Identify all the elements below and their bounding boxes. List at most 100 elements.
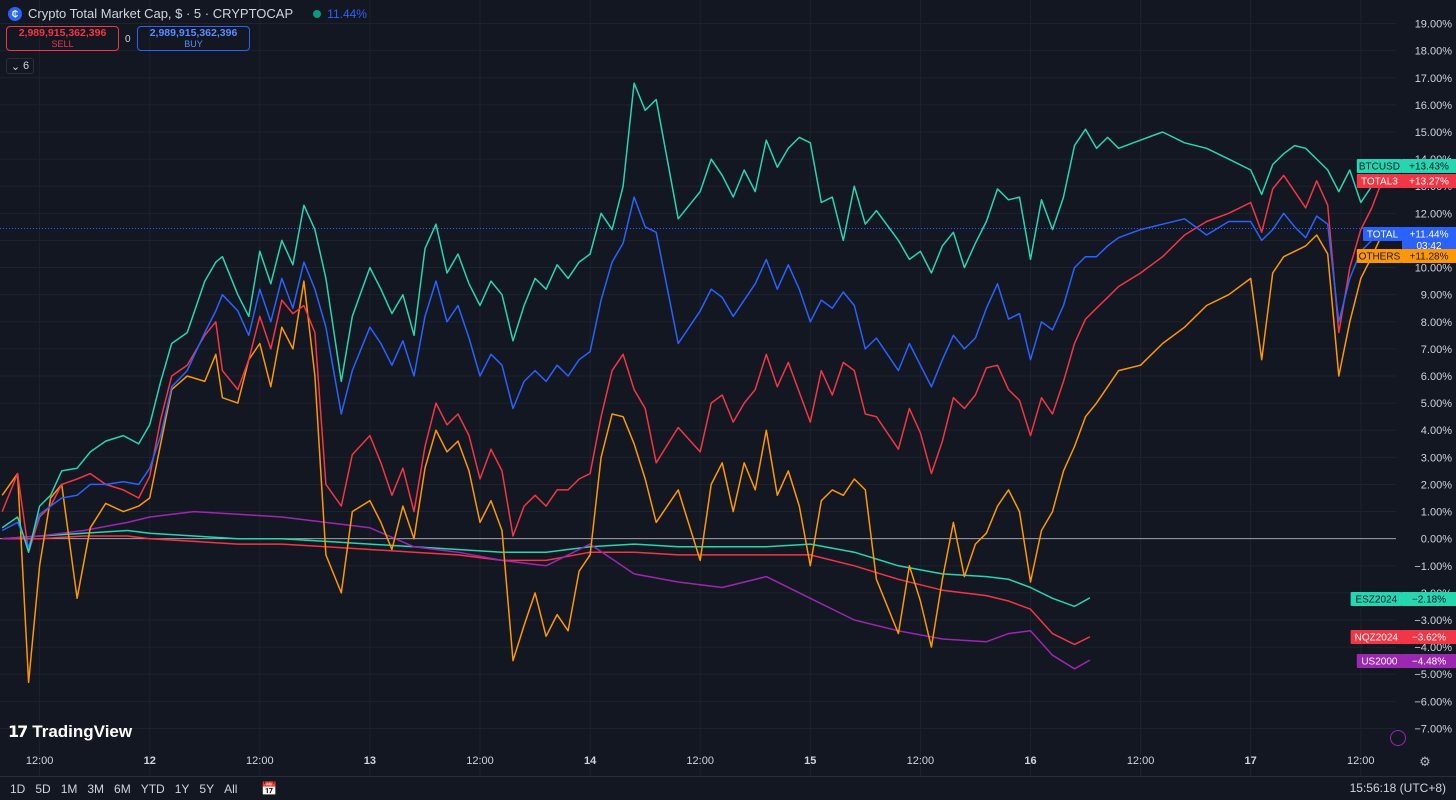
series-name-tag bbox=[1363, 227, 1402, 241]
timeframe-ytd[interactable]: YTD bbox=[140, 781, 165, 796]
series-value-tag bbox=[1402, 654, 1456, 668]
series-value-label: −2.18% bbox=[1412, 595, 1446, 606]
tradingview-logo[interactable]: 𝟭𝟳 TradingView bbox=[8, 722, 132, 742]
y-tick-label: 12.00% bbox=[1415, 208, 1453, 220]
x-axis: 12:00 12 12:00 13 12:00 14 12:00 15 12:00 16 12:00… bbox=[26, 755, 1375, 767]
series-line-us2000 bbox=[2, 510, 1091, 670]
series-name-label: BTCUSD bbox=[1359, 162, 1400, 173]
x-tick-label: 12:00 bbox=[686, 755, 714, 767]
series-value-label: +11.44% bbox=[1409, 230, 1448, 241]
x-tick-label: 15 bbox=[804, 755, 816, 767]
timeframe-1d[interactable]: 1D bbox=[10, 781, 26, 796]
series-name-label: ESZ2024 bbox=[1355, 595, 1397, 606]
header-change: 11.44% bbox=[327, 6, 367, 21]
timeframe-1y[interactable]: 1Y bbox=[174, 781, 190, 796]
series-value-tag bbox=[1402, 159, 1456, 173]
buy-button[interactable]: 2,989,915,362,396 BUY bbox=[137, 26, 250, 51]
series-name-tag bbox=[1356, 249, 1402, 263]
y-tick-label: 18.00% bbox=[1415, 46, 1453, 58]
y-tick-label: 8.00% bbox=[1421, 317, 1452, 329]
timeframe-6m[interactable]: 6M bbox=[114, 781, 131, 796]
x-tick-label: 12:00 bbox=[1347, 755, 1375, 767]
y-tick-label: −6.00% bbox=[1414, 696, 1452, 708]
series-name-label: TOTAL3 bbox=[1361, 177, 1398, 188]
x-tick-label: 13 bbox=[364, 755, 376, 767]
series-name-label: NQZ2024 bbox=[1355, 633, 1399, 644]
y-tick-label: 10.00% bbox=[1415, 263, 1453, 275]
series-value-label: −3.62% bbox=[1412, 633, 1446, 644]
series-value-tag bbox=[1402, 592, 1456, 606]
series-name-label: US2000 bbox=[1361, 657, 1398, 668]
buy-label: BUY bbox=[184, 38, 203, 49]
series-name-tag bbox=[1350, 630, 1402, 644]
timeframe-5d[interactable]: 5D bbox=[35, 781, 51, 796]
series-value-tag bbox=[1402, 174, 1456, 188]
x-tick-label: 12 bbox=[144, 755, 156, 767]
x-tick-label: 17 bbox=[1245, 755, 1257, 767]
y-tick-label: 5.00% bbox=[1421, 398, 1452, 410]
x-tick-label: 12:00 bbox=[1127, 755, 1155, 767]
y-tick-label: 6.00% bbox=[1421, 371, 1452, 383]
series-value-label: −4.48% bbox=[1412, 657, 1446, 668]
x-tick-label: 12:00 bbox=[26, 755, 54, 767]
series-value-tag bbox=[1402, 630, 1456, 644]
series-name-tag bbox=[1350, 592, 1402, 606]
series-value-label: +13.27% bbox=[1409, 177, 1449, 188]
y-tick-label: −1.00% bbox=[1414, 561, 1452, 573]
series-line-others bbox=[1, 232, 1384, 684]
y-tick-label: −4.00% bbox=[1414, 642, 1452, 654]
tradingview-mark-icon: 𝟭𝟳 bbox=[8, 724, 28, 741]
y-tick-label: −7.00% bbox=[1414, 723, 1452, 735]
series-name-tag bbox=[1356, 174, 1402, 188]
sell-label: SELL bbox=[51, 38, 74, 49]
spread-value: 0 bbox=[125, 34, 131, 45]
y-tick-label: 9.00% bbox=[1421, 290, 1452, 302]
series-value-label: +11.28% bbox=[1409, 252, 1448, 263]
series-time-label: 03:42 bbox=[1416, 241, 1441, 252]
y-tick-label: 0.00% bbox=[1421, 534, 1452, 546]
series-name-tag bbox=[1356, 159, 1402, 173]
timeframe-all[interactable]: All bbox=[224, 781, 238, 796]
series-lines bbox=[1, 82, 1384, 684]
event-marker-icon[interactable] bbox=[1390, 730, 1406, 746]
timeframe-3m[interactable]: 3M bbox=[87, 781, 105, 796]
timeframe-1m[interactable]: 1M bbox=[60, 781, 78, 796]
y-axis: 19.00%18.00%17.00%16.00%15.00%14.00%13.0… bbox=[1414, 19, 1452, 736]
indicators-toggle-button[interactable]: ⌄ 6 bbox=[6, 58, 34, 74]
timeframe-5y[interactable]: 5Y bbox=[199, 781, 215, 796]
chart-header: ₵ Crypto Total Market Cap, $ · 5 · CRYPT… bbox=[8, 6, 367, 21]
series-name-label: OTHERS bbox=[1359, 252, 1401, 263]
y-tick-label: 19.00% bbox=[1415, 19, 1453, 31]
x-tick-label: 14 bbox=[584, 755, 597, 767]
x-tick-label: 12:00 bbox=[907, 755, 935, 767]
gear-icon[interactable]: ⚙ bbox=[1419, 754, 1431, 769]
series-name-tag bbox=[1356, 654, 1402, 668]
series-name-label: TOTAL bbox=[1367, 230, 1399, 241]
chart-area[interactable]: 19.00%18.00%17.00%16.00%15.00%14.00%13.0… bbox=[0, 0, 1456, 776]
series-value-label: +13.43% bbox=[1409, 162, 1449, 173]
x-tick-label: 12:00 bbox=[466, 755, 494, 767]
y-tick-label: 7.00% bbox=[1421, 344, 1452, 356]
calendar-range-icon[interactable]: 📅 bbox=[261, 780, 278, 796]
sell-button[interactable]: 2,989,915,362,396 SELL bbox=[6, 26, 119, 51]
y-tick-label: 1.00% bbox=[1421, 507, 1452, 519]
crypto-cap-icon: ₵ bbox=[8, 6, 22, 21]
series-line-esz2024 bbox=[2, 529, 1091, 608]
indicators-count: 6 bbox=[23, 60, 30, 72]
tradingview-wordmark: TradingView bbox=[32, 722, 133, 741]
grid-lines bbox=[0, 0, 1396, 776]
market-status-dot bbox=[313, 9, 322, 18]
chevron-down-icon: ⌄ bbox=[10, 60, 21, 73]
symbol-title[interactable]: Crypto Total Market Cap, $ · 5 · CRYPTOC… bbox=[28, 6, 294, 21]
x-tick-label: 12:00 bbox=[246, 755, 274, 767]
series-value-tag bbox=[1402, 227, 1456, 253]
y-tick-label: 3.00% bbox=[1421, 452, 1452, 464]
series-line-total3 bbox=[1, 174, 1384, 553]
x-tick-label: 16 bbox=[1024, 755, 1036, 767]
sell-value: 2,989,915,362,396 bbox=[18, 26, 107, 39]
clock[interactable]: 15:56:18 (UTC+8) bbox=[1349, 781, 1446, 795]
y-tick-label: 2.00% bbox=[1421, 479, 1452, 491]
series-line-btcusd bbox=[1, 82, 1384, 553]
y-tick-label: 17.00% bbox=[1415, 73, 1453, 85]
series-line-total bbox=[1, 196, 1384, 548]
